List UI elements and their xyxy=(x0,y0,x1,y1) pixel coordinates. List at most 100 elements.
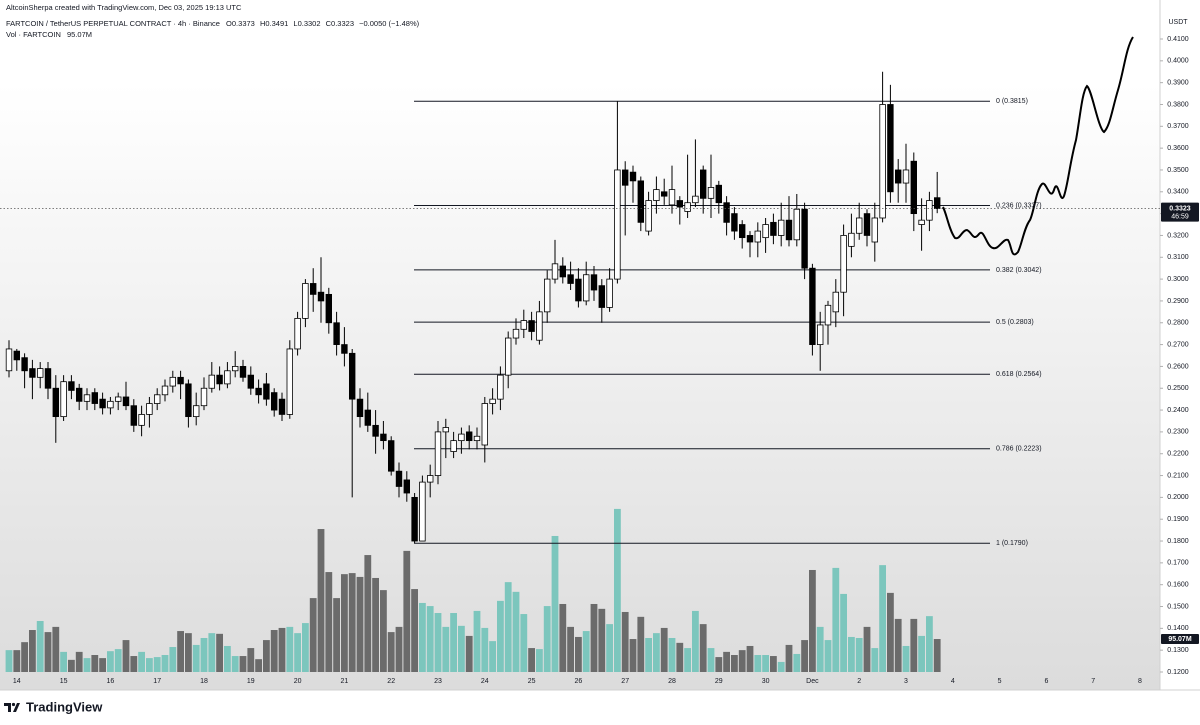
volume-bar xyxy=(278,627,286,672)
y-tick-label: 0.3700 xyxy=(1167,123,1189,130)
candle-body xyxy=(504,337,512,376)
candle-body xyxy=(60,381,67,418)
volume-bar xyxy=(426,606,434,672)
volume-bar xyxy=(91,654,99,672)
candle-body xyxy=(910,160,917,215)
volume-bar xyxy=(770,656,777,672)
volume-bar xyxy=(497,600,504,672)
volume-bar xyxy=(372,577,379,672)
candle-body xyxy=(473,435,481,442)
candle-body xyxy=(871,217,878,243)
volume-bar xyxy=(684,648,691,672)
volume-bar xyxy=(621,611,629,672)
volume-bar xyxy=(60,651,67,672)
candle-body xyxy=(192,405,200,418)
volume-bar xyxy=(364,555,372,672)
volume-bar xyxy=(598,608,606,672)
candle-body xyxy=(598,285,605,308)
volume-bar xyxy=(138,651,145,672)
volume-bar xyxy=(731,654,738,672)
y-tick-label: 0.2300 xyxy=(1167,429,1189,436)
x-tick-label: 21 xyxy=(341,678,349,685)
y-tick-label: 0.2500 xyxy=(1167,385,1189,392)
candle-body xyxy=(622,169,629,186)
candle-body xyxy=(122,396,130,407)
volume-bar xyxy=(660,627,668,672)
candle-body xyxy=(614,169,621,280)
volume-legend: Vol · FARTCOIN 95.07M xyxy=(6,30,92,39)
volume-bar xyxy=(442,626,450,672)
x-tick-label: Dec xyxy=(806,678,819,685)
candle-body xyxy=(668,189,676,206)
candle-body xyxy=(146,403,153,415)
candle-body xyxy=(590,274,598,291)
volume-bar xyxy=(247,648,255,672)
volume-bar xyxy=(863,626,871,672)
volume-bar xyxy=(910,618,918,672)
x-tick-label: 7 xyxy=(1091,678,1095,685)
y-tick-label: 0.4100 xyxy=(1167,36,1189,43)
candle-body xyxy=(138,414,145,426)
countdown: 46:59 xyxy=(1171,213,1189,220)
x-tick-label: 14 xyxy=(13,678,21,685)
candle-body xyxy=(645,200,652,232)
candle-body xyxy=(278,398,286,415)
y-tick-label: 0.1300 xyxy=(1167,647,1189,654)
volume-legend-value: 95.07M xyxy=(67,30,92,39)
volume-bar xyxy=(325,572,333,672)
candle-body xyxy=(707,187,715,199)
candle-body xyxy=(653,189,660,201)
price-unit: USDT xyxy=(1168,19,1188,26)
candle-body xyxy=(44,368,52,389)
candle-body xyxy=(231,366,239,372)
candle-body xyxy=(606,278,613,308)
volume-bar xyxy=(99,658,106,672)
volume-bar xyxy=(317,529,325,672)
volume-bar xyxy=(458,625,465,672)
volume-bar xyxy=(403,550,411,672)
volume-bar xyxy=(567,626,574,672)
candle-body xyxy=(387,440,395,472)
volume-bar xyxy=(419,602,426,672)
volume-bar xyxy=(645,637,652,672)
y-tick-label: 0.1800 xyxy=(1167,538,1189,545)
candle-body xyxy=(29,368,36,378)
volume-bar xyxy=(528,648,535,672)
symbol: FARTCOIN / TetherUS PERPETUAL CONTRACT ·… xyxy=(6,19,220,28)
candle-body xyxy=(239,366,247,378)
volume-bar xyxy=(637,616,645,672)
volume-bar xyxy=(668,637,676,672)
candle-body xyxy=(684,202,691,212)
candle-body xyxy=(426,475,434,483)
volume-bar xyxy=(871,648,879,672)
volume-bar xyxy=(239,656,247,672)
candle-body xyxy=(364,409,371,426)
volume-bar xyxy=(130,656,138,672)
x-tick-label: 25 xyxy=(528,678,536,685)
y-tick-label: 0.1600 xyxy=(1167,582,1189,589)
candle-body xyxy=(37,368,44,378)
candle-body xyxy=(536,311,543,341)
volume-bar xyxy=(270,630,278,672)
volume-bar xyxy=(559,603,567,672)
candle-body xyxy=(520,320,527,330)
x-tick-label: 26 xyxy=(575,678,583,685)
candle-body xyxy=(153,394,161,404)
candle-body xyxy=(380,433,387,442)
candle-body xyxy=(200,387,208,407)
candle-body xyxy=(107,400,114,409)
volume-bar xyxy=(302,623,309,672)
x-tick-label: 8 xyxy=(1138,678,1142,685)
candle-body xyxy=(185,383,192,418)
x-tick-label: 29 xyxy=(715,678,723,685)
volume-bar xyxy=(380,590,387,672)
candle-body xyxy=(434,431,442,476)
volume-bar xyxy=(512,591,520,672)
candle-body xyxy=(801,208,808,269)
volume-tag-label: 95.07M xyxy=(1168,636,1192,643)
candle-body xyxy=(286,348,293,415)
symbol-legend: FARTCOIN / TetherUS PERPETUAL CONTRACT ·… xyxy=(6,19,420,28)
x-tick-label: 4 xyxy=(951,678,955,685)
candle-body xyxy=(99,398,106,409)
fib-label: 0.5 (0.2803) xyxy=(996,319,1034,326)
